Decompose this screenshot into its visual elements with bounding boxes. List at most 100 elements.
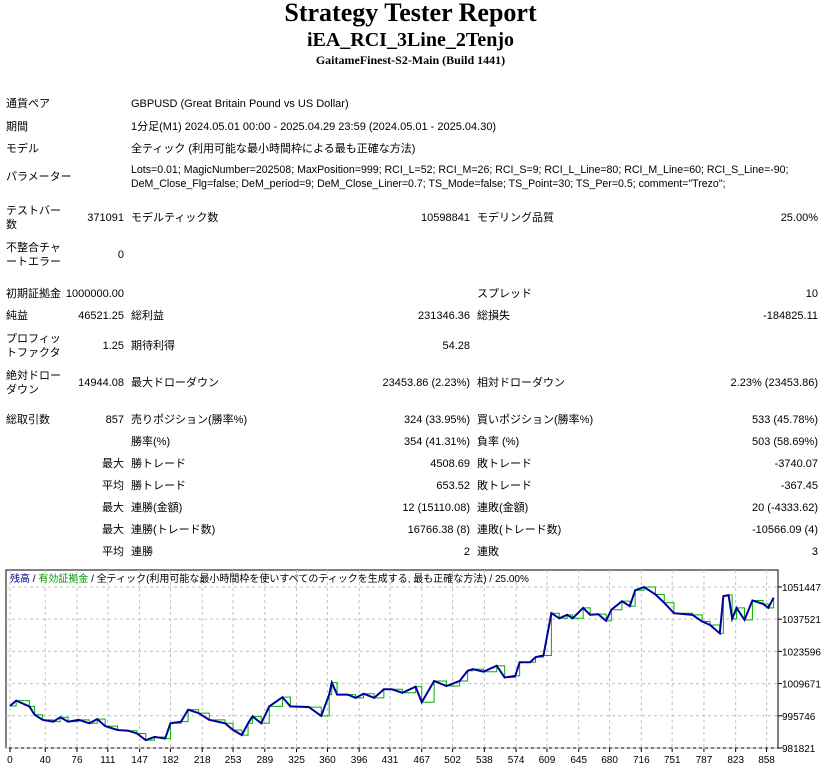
gross-profit-label: 総利益 [131, 310, 164, 322]
net-value: 46521.25 [78, 310, 124, 322]
symbol-label: 通貨ペア [6, 98, 50, 110]
params-line-2: DeM_Close_Flg=false; DeM_period=9; DeM_C… [131, 178, 726, 190]
y-tick-label: 995746 [782, 712, 816, 723]
x-tick-label: 40 [40, 755, 52, 766]
row-parameters: パラメーター Lots=0.01; MagicNumber=202508; Ma… [0, 163, 821, 191]
row-max-consecutive-amount: 最大 連勝(金額) 12 (15110.08) 連敗(金額) 20 (-4333… [0, 501, 821, 515]
largest-label: 最大 [102, 458, 124, 470]
x-tick-label: 609 [539, 755, 556, 766]
deposit-value: 1000000.00 [65, 288, 124, 300]
bars-value: 371091 [87, 212, 124, 224]
spread-label: スプレッド [477, 288, 532, 300]
x-tick-label: 787 [696, 755, 713, 766]
legend-equity: 有効証拠金 [38, 574, 89, 585]
row-mismatch: 不整合チャートエラー 0 [0, 240, 821, 270]
avg-win-label: 勝トレード [131, 480, 186, 492]
abs-dd-value: 14944.08 [78, 377, 124, 389]
long-label: 買いポジション(勝率%) [477, 414, 594, 426]
x-tick-label: 0 [7, 755, 13, 766]
x-tick-label: 751 [664, 755, 681, 766]
x-tick-label: 680 [601, 755, 618, 766]
largest-loss-value: -3740.07 [774, 458, 818, 470]
row-bars: テストバー数 371091 モデルティック数 10598841 モデリング品質 … [0, 203, 821, 233]
mismatch-label: 不整合チャートエラー [6, 242, 61, 268]
abs-dd-label: 絶対ドローダウン [6, 370, 61, 396]
maxcons-win-value: 12 (15110.08) [402, 502, 470, 514]
gross-loss-label: 総損失 [477, 310, 510, 322]
avg-win-value: 653.52 [436, 480, 470, 492]
maxcons2-win-label: 連勝(トレード数) [131, 524, 216, 536]
short-value: 324 (33.95%) [403, 414, 470, 426]
win-value: 354 (41.31%) [403, 436, 470, 448]
symbol-value: GBPUSD (Great Britain Pound vs US Dollar… [131, 98, 349, 110]
avg-loss-value: -367.45 [780, 480, 818, 492]
maxcons2-win-value: 16766.38 (8) [407, 524, 470, 536]
avgcons-loss-value: 3 [811, 546, 818, 558]
x-tick-label: 360 [319, 755, 336, 766]
max-dd-label: 最大ドローダウン [131, 377, 219, 389]
x-tick-label: 645 [570, 755, 587, 766]
largest-win-value: 4508.69 [430, 458, 470, 470]
maxcons-win-label: 連勝(金額) [131, 502, 183, 514]
maxcons2-loss-value: -10566.09 (4) [751, 524, 818, 536]
model-value: 全ティック (利用可能な最小時間枠による最も正確な方法) [131, 143, 416, 155]
legend-sep: / [30, 574, 39, 585]
params-label: パラメーター [6, 171, 72, 183]
x-tick-label: 218 [194, 755, 211, 766]
x-tick-label: 325 [288, 755, 305, 766]
params-line-1: Lots=0.01; MagicNumber=202508; MaxPositi… [131, 164, 789, 176]
quality-value: 25.00% [780, 212, 818, 224]
balance-line [9, 585, 775, 742]
x-tick-label: 574 [508, 755, 525, 766]
legend-sep: / [486, 574, 495, 585]
maxcons-label: 最大 [102, 502, 124, 514]
equity-line [9, 586, 775, 741]
x-tick-label: 76 [71, 755, 83, 766]
period-label: 期間 [6, 121, 28, 133]
x-tick-label: 289 [256, 755, 273, 766]
rel-dd-value: 2.23% (23453.86) [730, 377, 818, 389]
short-label: 売りポジション(勝率%) [131, 414, 248, 426]
maxcons2-label: 最大 [102, 524, 124, 536]
period-value: 1分足(M1) 2024.05.01 00:00 - 2025.04.29 23… [131, 121, 497, 133]
row-avg-consecutive: 平均 連勝 2 連敗 3 [0, 545, 821, 559]
row-period: 期間 1分足(M1) 2024.05.01 00:00 - 2025.04.29… [0, 120, 821, 134]
win-label: 勝率(%) [131, 436, 171, 448]
average-label: 平均 [102, 480, 124, 492]
report-title: Strategy Tester Report [284, 0, 537, 27]
legend-quality: 25.00% [494, 574, 529, 585]
row-deposit: 初期証拠金 1000000.00 スプレッド 10 [0, 287, 821, 301]
params-value: Lots=0.01; MagicNumber=202508; MaxPositi… [131, 163, 789, 191]
expected-label: 期待利得 [131, 340, 175, 352]
trades-label: 総取引数 [6, 414, 50, 426]
x-tick-label: 253 [225, 755, 242, 766]
x-tick-label: 538 [476, 755, 493, 766]
mismatch-value: 0 [117, 249, 124, 261]
row-largest: 最大 勝トレード 4508.69 敗トレード -3740.07 [0, 457, 821, 471]
x-tick-label: 147 [131, 755, 148, 766]
maxcons-loss-label: 連敗(金額) [477, 502, 529, 514]
x-tick-label: 467 [413, 755, 430, 766]
long-value: 533 (45.78%) [751, 414, 818, 426]
x-tick-label: 716 [633, 755, 650, 766]
legend-sep: / [88, 574, 97, 585]
row-winrate: 勝率(%) 354 (41.31%) 負率 (%) 503 (58.69%) [0, 435, 821, 449]
y-tick-label: 1037521 [782, 615, 821, 626]
row-profit-factor: プロフィットファクタ 1.25 期待利得 54.28 [0, 331, 821, 361]
x-tick-label: 502 [444, 755, 461, 766]
legend-balance: 残高 [10, 574, 30, 585]
row-model: モデル 全ティック (利用可能な最小時間枠による最も正確な方法) [0, 142, 821, 156]
y-tick-label: 1009671 [782, 680, 821, 691]
max-dd-value: 23453.86 (2.23%) [382, 377, 470, 389]
bars-label: テストバー数 [6, 205, 61, 231]
avgcons-win-value: 2 [463, 546, 470, 558]
y-tick-label: 1023596 [782, 647, 821, 658]
pf-value: 1.25 [102, 340, 124, 352]
net-label: 純益 [6, 310, 28, 322]
row-symbol: 通貨ペア GBPUSD (Great Britain Pound vs US D… [0, 97, 821, 111]
spread-value: 10 [805, 288, 818, 300]
ticks-value: 10598841 [421, 212, 470, 224]
row-trades: 総取引数 857 売りポジション(勝率%) 324 (33.95%) 買いポジシ… [0, 413, 821, 427]
plot-area [5, 569, 779, 749]
x-tick-label: 431 [382, 755, 399, 766]
